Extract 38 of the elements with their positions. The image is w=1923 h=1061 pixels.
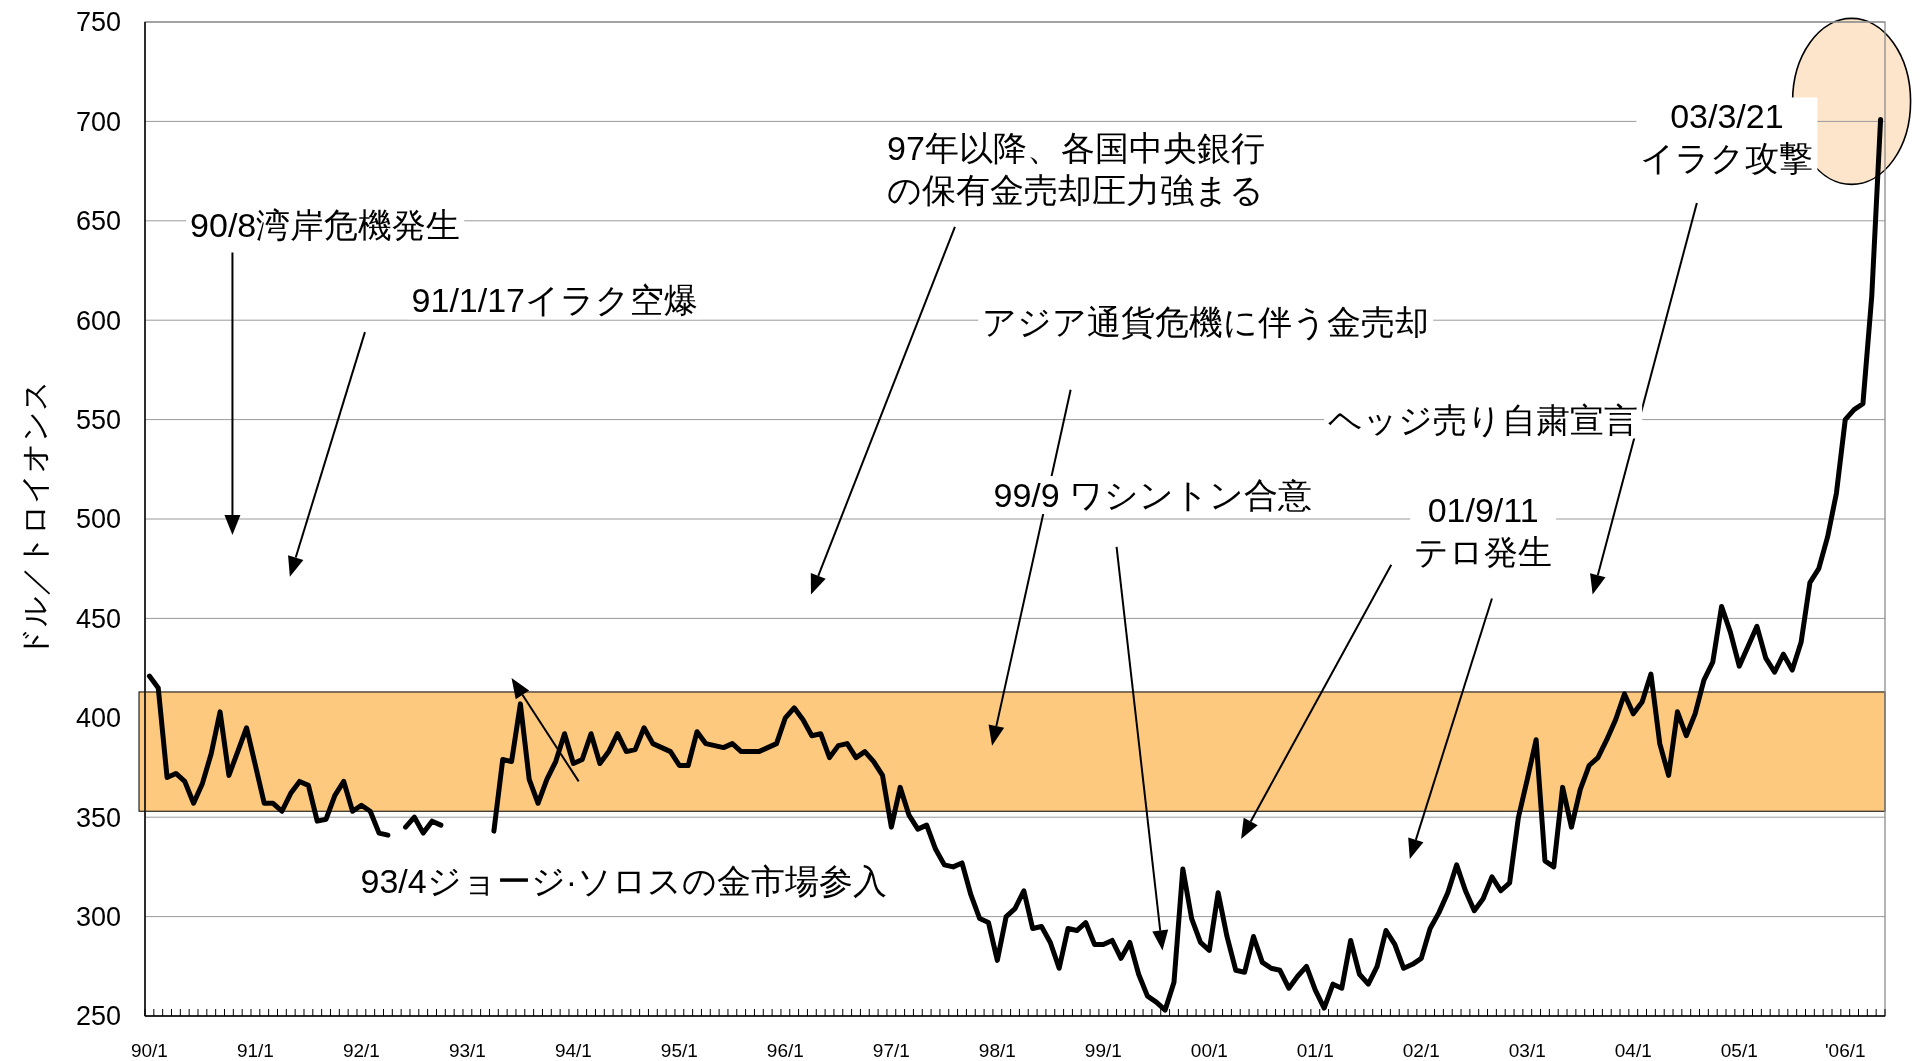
ytick-label: 750 bbox=[75, 7, 121, 38]
xtick-label: 00/1 bbox=[1190, 1039, 1228, 1061]
xtick-label: 99/1 bbox=[1084, 1039, 1122, 1061]
ytick-label: 550 bbox=[75, 405, 121, 436]
annotation: 97年以降、各国中央銀行の保有金売却圧力強まる bbox=[887, 129, 1265, 209]
xtick-label: 98/1 bbox=[978, 1039, 1016, 1061]
xtick-label: 94/1 bbox=[554, 1039, 592, 1061]
annotation: 91/1/17イラク空爆 bbox=[411, 281, 699, 320]
annotation: 90/8湾岸危機発生 bbox=[190, 205, 461, 244]
annotation: 93/4ジョージ·ソロスの金市場参入 bbox=[360, 861, 887, 900]
xtick-label: 91/1 bbox=[236, 1039, 274, 1061]
ytick-label: 450 bbox=[75, 603, 121, 634]
ytick-label: 300 bbox=[75, 902, 121, 933]
ytick-label: 350 bbox=[75, 802, 121, 833]
annotation: ヘッジ売り自粛宣言 bbox=[1328, 400, 1639, 439]
xtick-label: 97/1 bbox=[872, 1039, 910, 1061]
ytick-label: 650 bbox=[75, 206, 121, 237]
xtick-label: 04/1 bbox=[1614, 1039, 1652, 1061]
xtick-label: 02/1 bbox=[1402, 1039, 1440, 1061]
annotation: 01/9/11 テロ発生 bbox=[1414, 491, 1553, 571]
xtick-label: '06/1 bbox=[1824, 1039, 1866, 1061]
ylabel: ドル／トロイオンス bbox=[17, 380, 51, 658]
xtick-label: 90/1 bbox=[130, 1039, 168, 1061]
xtick-label: 96/1 bbox=[766, 1039, 804, 1061]
annotation: 03/3/21 イラク攻撃 bbox=[1640, 97, 1814, 177]
annotation: アジア通貨危機に伴う金売却 bbox=[982, 303, 1430, 342]
ytick-label: 600 bbox=[75, 305, 121, 336]
xtick-label: 01/1 bbox=[1296, 1039, 1334, 1061]
ytick-label: 700 bbox=[75, 106, 121, 137]
ytick-label: 500 bbox=[75, 504, 121, 535]
annotation: 99/9 ワシントン合意 bbox=[993, 476, 1313, 515]
xtick-label: 03/1 bbox=[1508, 1039, 1546, 1061]
xtick-label: 95/1 bbox=[660, 1039, 698, 1061]
xtick-label: 05/1 bbox=[1720, 1039, 1758, 1061]
ytick-label: 250 bbox=[75, 1001, 121, 1032]
ytick-label: 400 bbox=[75, 703, 121, 734]
xtick-label: 92/1 bbox=[342, 1039, 380, 1061]
xtick-label: 93/1 bbox=[448, 1039, 486, 1061]
